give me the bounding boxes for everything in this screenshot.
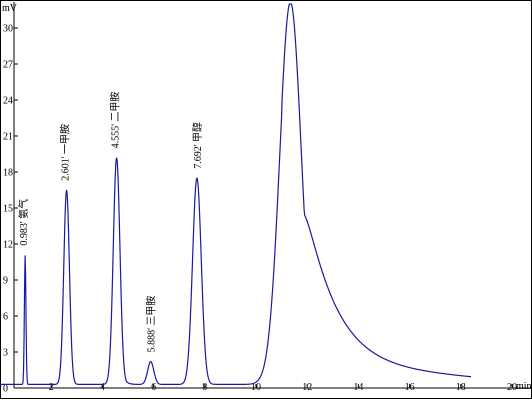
y-axis-ticks: 0 3 6 9 12 15 18 21 24 27 30 bbox=[3, 24, 18, 395]
x-tick-label: 10 bbox=[251, 382, 261, 393]
y-unit-label: mV bbox=[2, 3, 18, 14]
y-tick-label: 9 bbox=[3, 276, 8, 287]
x-tick-label: 12 bbox=[302, 382, 312, 393]
peak-label: 7.692' 甲醇 bbox=[191, 122, 204, 169]
y-tick-label: 24 bbox=[3, 96, 13, 107]
y-tick-label: 15 bbox=[3, 204, 13, 215]
x-tick-label: 18 bbox=[456, 382, 466, 393]
y-tick-label: 18 bbox=[3, 168, 13, 179]
y-tick-label: 6 bbox=[3, 312, 8, 323]
x-tick-label: 8 bbox=[202, 382, 207, 393]
x-tick-label: 14 bbox=[353, 382, 363, 393]
y-tick-label: 21 bbox=[3, 132, 13, 143]
peak-label: 5.888' 三甲胺 bbox=[145, 296, 158, 353]
peak-label: 11.344' 水 bbox=[287, 0, 299, 1]
y-tick-label: 30 bbox=[3, 24, 13, 35]
series-layer bbox=[0, 3, 472, 385]
peak-label: 4.555' 二甲胺 bbox=[109, 92, 122, 149]
y-tick-label: 27 bbox=[3, 60, 13, 71]
peak-label: 0.983' 氨气 bbox=[17, 199, 30, 246]
x-tick-label: 6 bbox=[151, 382, 156, 393]
x-tick-label: 20 bbox=[507, 382, 517, 393]
x-tick-label: 2 bbox=[49, 382, 54, 393]
x-tick-label: 4 bbox=[100, 382, 105, 393]
x-unit-label: min bbox=[516, 381, 532, 392]
y-tick-label: 12 bbox=[3, 240, 13, 251]
x-tick-label: 16 bbox=[405, 382, 415, 393]
y-tick-label: 3 bbox=[3, 348, 8, 359]
y-tick-label: 0 bbox=[3, 384, 8, 395]
chromatogram-trace bbox=[0, 3, 472, 385]
peak-label: 2.601' 一甲胺 bbox=[59, 124, 72, 181]
peak-labels: 0.983' 氨气 2.601' 一甲胺 4.555' 二甲胺 5.888' 三甲胺 7… bbox=[17, 0, 299, 352]
